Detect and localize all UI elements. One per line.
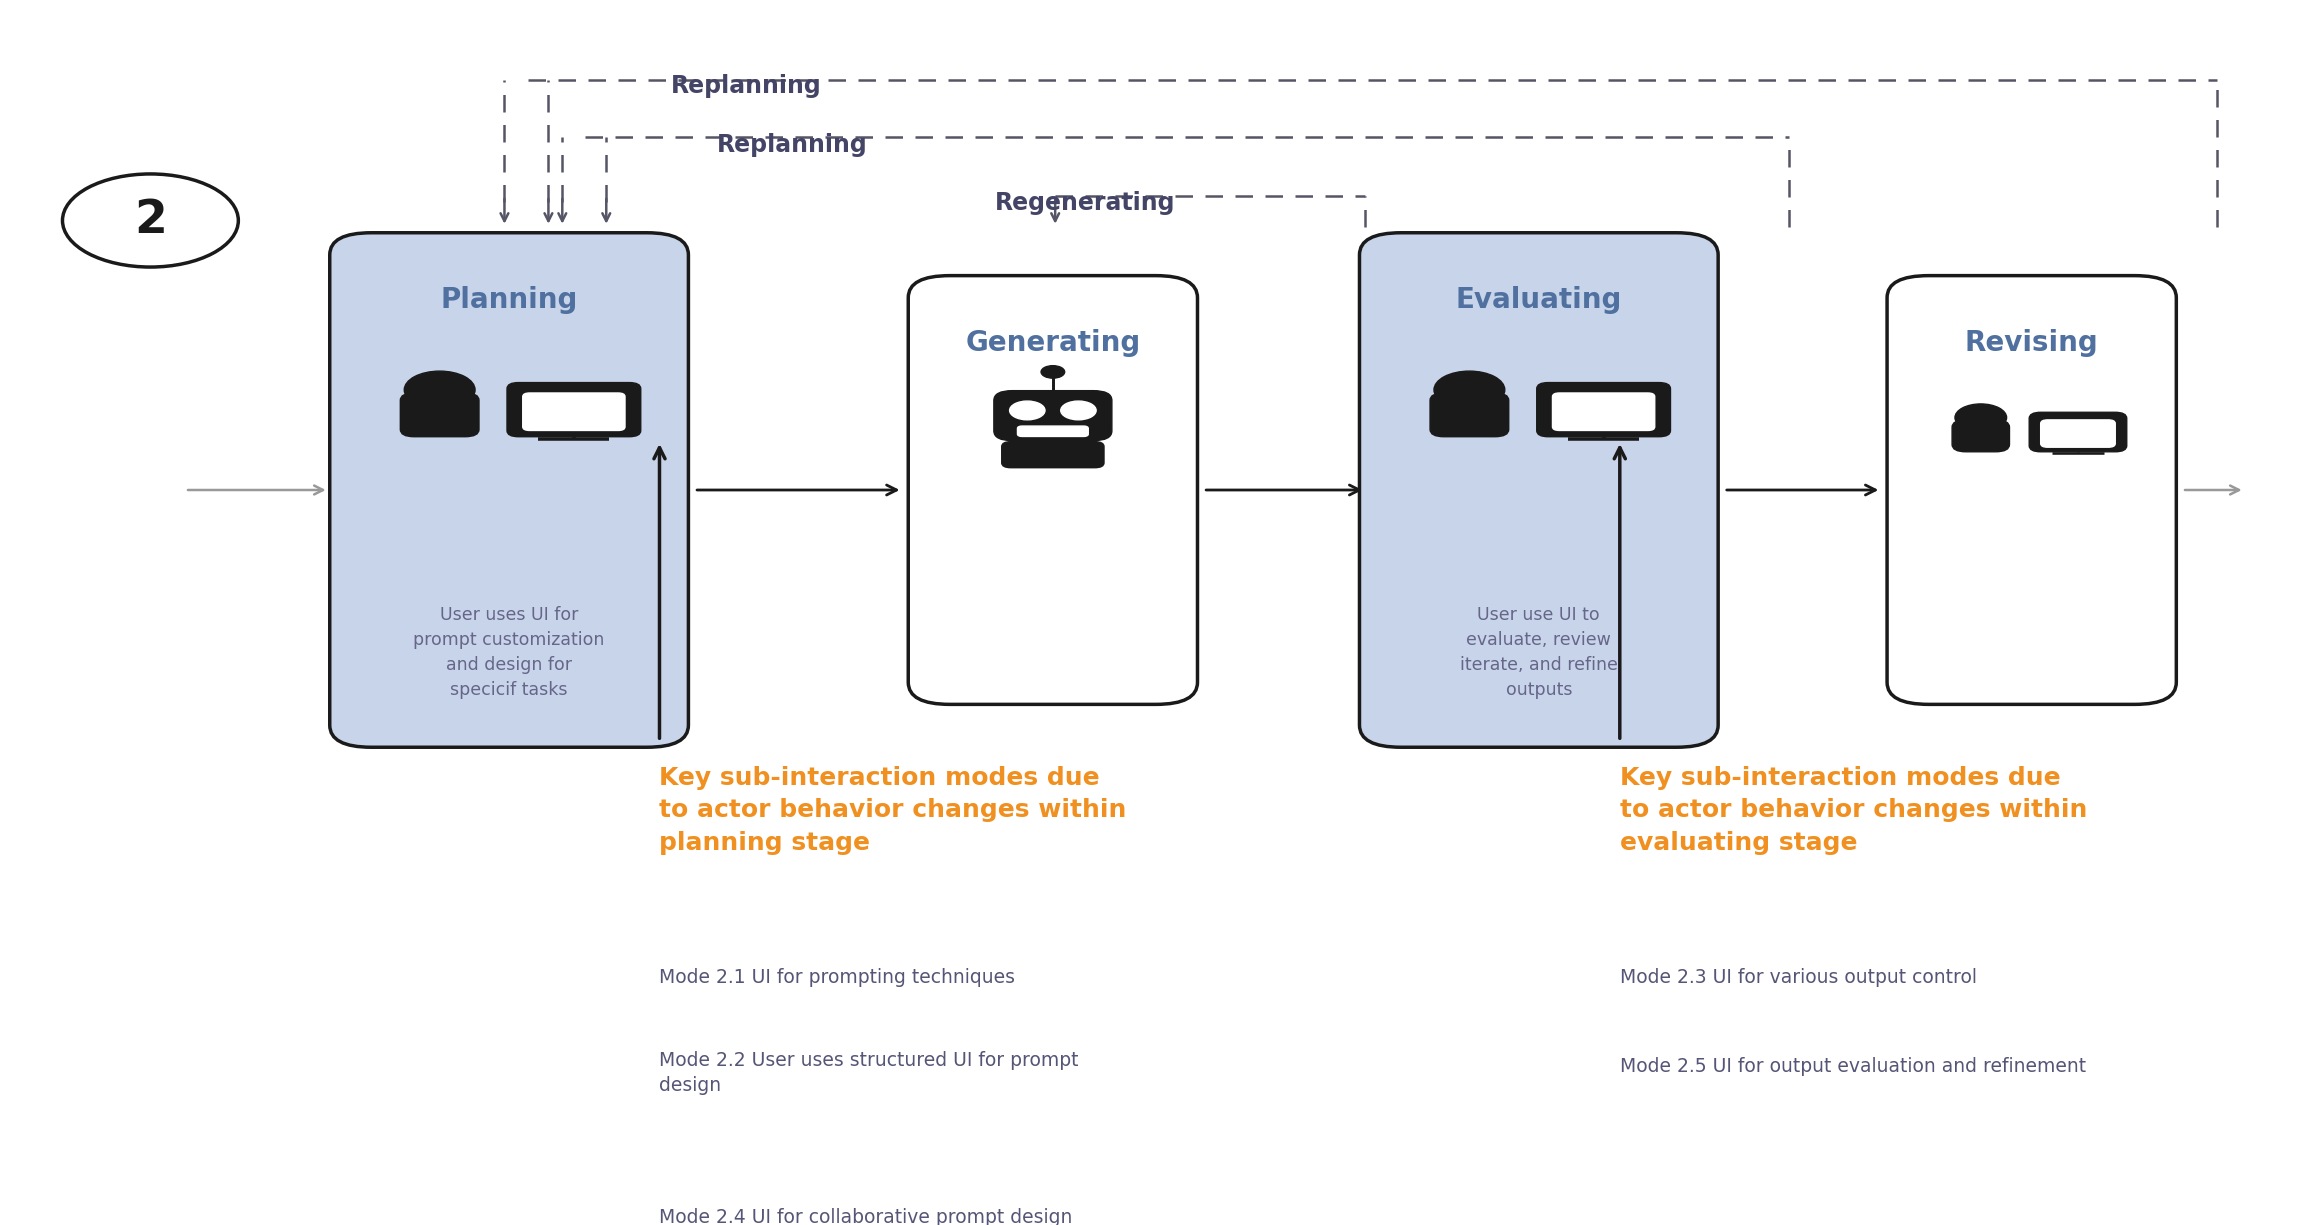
Text: Regenerating: Regenerating bbox=[995, 191, 1176, 216]
FancyBboxPatch shape bbox=[995, 391, 1111, 441]
FancyBboxPatch shape bbox=[400, 393, 479, 437]
Text: Revising: Revising bbox=[1965, 330, 2099, 356]
FancyBboxPatch shape bbox=[1888, 276, 2175, 704]
FancyBboxPatch shape bbox=[907, 276, 1199, 704]
Circle shape bbox=[1041, 365, 1064, 379]
Text: Mode 2.1 UI for prompting techniques: Mode 2.1 UI for prompting techniques bbox=[659, 968, 1016, 987]
Text: Key sub-interaction modes due
to actor behavior changes within
planning stage: Key sub-interaction modes due to actor b… bbox=[659, 766, 1127, 855]
FancyBboxPatch shape bbox=[331, 233, 690, 747]
Text: Key sub-interaction modes due
to actor behavior changes within
evaluating stage: Key sub-interaction modes due to actor b… bbox=[1620, 766, 2087, 855]
FancyBboxPatch shape bbox=[1553, 393, 1655, 430]
Text: 2: 2 bbox=[134, 198, 167, 243]
Text: Mode 2.5 UI for output evaluation and refinement: Mode 2.5 UI for output evaluation and re… bbox=[1620, 1057, 2085, 1077]
Text: Replanning: Replanning bbox=[717, 132, 868, 157]
FancyBboxPatch shape bbox=[523, 393, 625, 430]
Circle shape bbox=[1009, 401, 1046, 420]
Text: Replanning: Replanning bbox=[671, 74, 821, 98]
FancyBboxPatch shape bbox=[2029, 413, 2127, 452]
FancyBboxPatch shape bbox=[507, 382, 641, 437]
FancyBboxPatch shape bbox=[1430, 393, 1509, 437]
Circle shape bbox=[1435, 371, 1504, 409]
Text: Mode 2.3 UI for various output control: Mode 2.3 UI for various output control bbox=[1620, 968, 1976, 987]
Text: Planning: Planning bbox=[440, 287, 578, 314]
Text: Evaluating: Evaluating bbox=[1456, 287, 1622, 314]
Text: Mode 2.2 User uses structured UI for prompt
design: Mode 2.2 User uses structured UI for pro… bbox=[659, 1051, 1078, 1095]
Text: User use UI to
evaluate, review
iterate, and refine
outputs: User use UI to evaluate, review iterate,… bbox=[1460, 606, 1617, 699]
FancyBboxPatch shape bbox=[1361, 233, 1719, 747]
FancyBboxPatch shape bbox=[1018, 426, 1088, 436]
FancyBboxPatch shape bbox=[1953, 420, 2009, 452]
Circle shape bbox=[1955, 404, 2006, 431]
Circle shape bbox=[1060, 401, 1097, 420]
FancyBboxPatch shape bbox=[2041, 420, 2115, 447]
Text: Generating: Generating bbox=[965, 330, 1141, 356]
Circle shape bbox=[405, 371, 474, 409]
Text: Mode 2.4 UI for collaborative prompt design: Mode 2.4 UI for collaborative prompt des… bbox=[659, 1208, 1074, 1225]
FancyBboxPatch shape bbox=[1536, 382, 1671, 437]
Text: User uses UI for
prompt customization
and design for
specicif tasks: User uses UI for prompt customization an… bbox=[414, 606, 604, 699]
FancyBboxPatch shape bbox=[1002, 442, 1104, 468]
